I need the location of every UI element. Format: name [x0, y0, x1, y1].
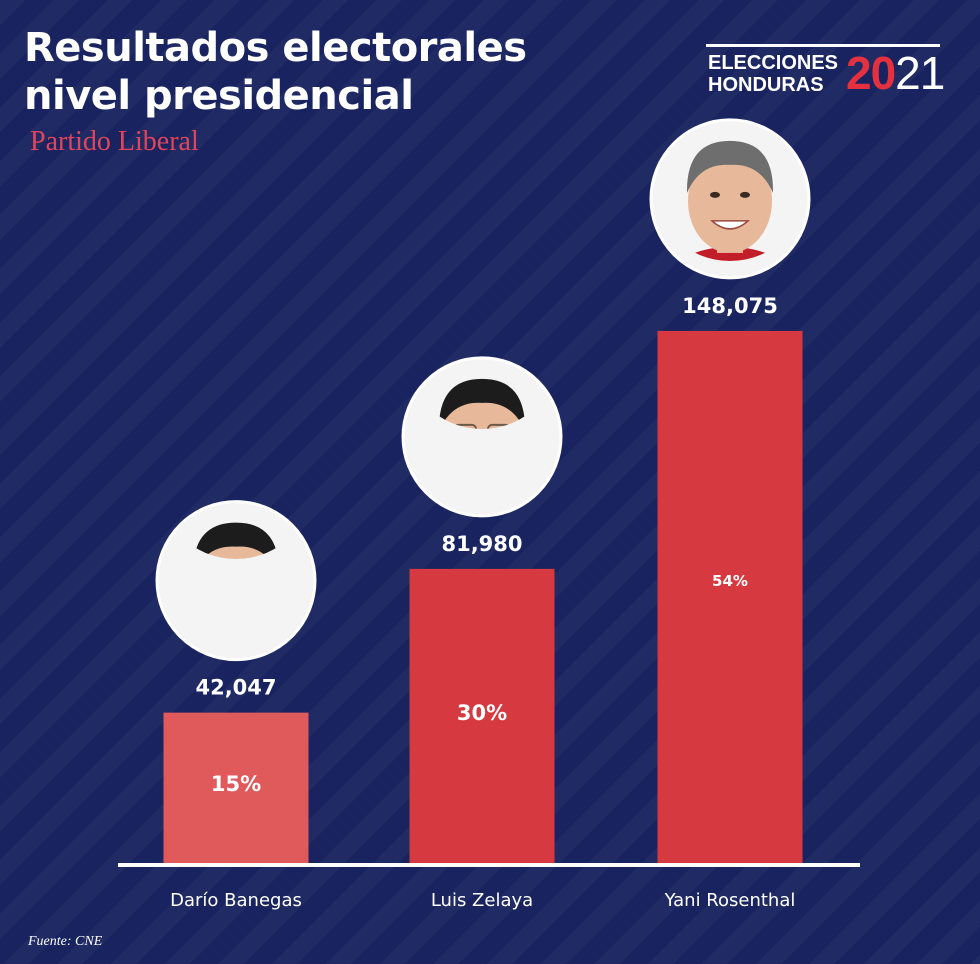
- photo-yani-rosenthal: [649, 118, 811, 280]
- logo-text: ELECCIONES HONDURAS: [708, 52, 838, 96]
- percent-label-1: 15%: [211, 772, 261, 796]
- chart-subtitle: Partido Liberal: [30, 126, 199, 157]
- logo-year-a: 20: [846, 47, 896, 99]
- photo-luis-zelaya-frame: [401, 356, 563, 518]
- elecciones-logo: ELECCIONES HONDURAS 2021: [706, 44, 946, 104]
- value-label-2: 81,980: [441, 532, 522, 556]
- logo-year: 2021: [846, 46, 945, 100]
- photo-yani-rosenthal-hair: [686, 140, 774, 193]
- logo-year-b: 21: [895, 47, 945, 99]
- category-label-1: Darío Banegas: [170, 890, 302, 911]
- bar-3: [657, 330, 803, 864]
- percent-label-2: 30%: [457, 701, 507, 725]
- photo-dario-banegas-hair: [192, 522, 280, 559]
- bar-2: [409, 568, 555, 864]
- photo-dario-banegas-frame: [155, 500, 317, 662]
- photo-yani-rosenthal-eye-right: [740, 191, 750, 198]
- photo-yani-rosenthal-face: [688, 148, 772, 253]
- photo-luis-zelaya-glasses-right: [487, 423, 511, 429]
- title-line-2: nivel presidencial: [24, 73, 414, 119]
- value-label-1: 42,047: [195, 676, 276, 700]
- photo-luis-zelaya-portrait: [438, 378, 526, 429]
- photo-luis-zelaya-face: [440, 386, 524, 429]
- photo-dario-banegas: [155, 500, 317, 662]
- photo-yani-rosenthal-smile: [710, 220, 750, 230]
- photo-luis-zelaya-hair: [438, 378, 526, 429]
- percent-label-3: 54%: [712, 572, 748, 590]
- source-note: Fuente: CNE: [28, 934, 103, 949]
- category-label-2: Luis Zelaya: [431, 890, 533, 911]
- logo-line-1: ELECCIONES: [708, 52, 839, 74]
- chart-title: Resultados electorales nivel presidencia…: [24, 24, 527, 120]
- value-label-3: 148,075: [682, 294, 778, 318]
- category-label-3: Yani Rosenthal: [664, 890, 796, 911]
- photo-luis-zelaya-glasses-left: [453, 423, 477, 429]
- title-line-1: Resultados electorales: [24, 25, 527, 71]
- photo-luis-zelaya: [401, 356, 563, 518]
- logo-rule: [706, 44, 940, 47]
- photo-yani-rosenthal-eye-left: [710, 191, 720, 198]
- logo-line-2: HONDURAS: [708, 74, 824, 96]
- bar-1: [163, 712, 309, 864]
- photo-yani-rosenthal-portrait: [668, 140, 792, 261]
